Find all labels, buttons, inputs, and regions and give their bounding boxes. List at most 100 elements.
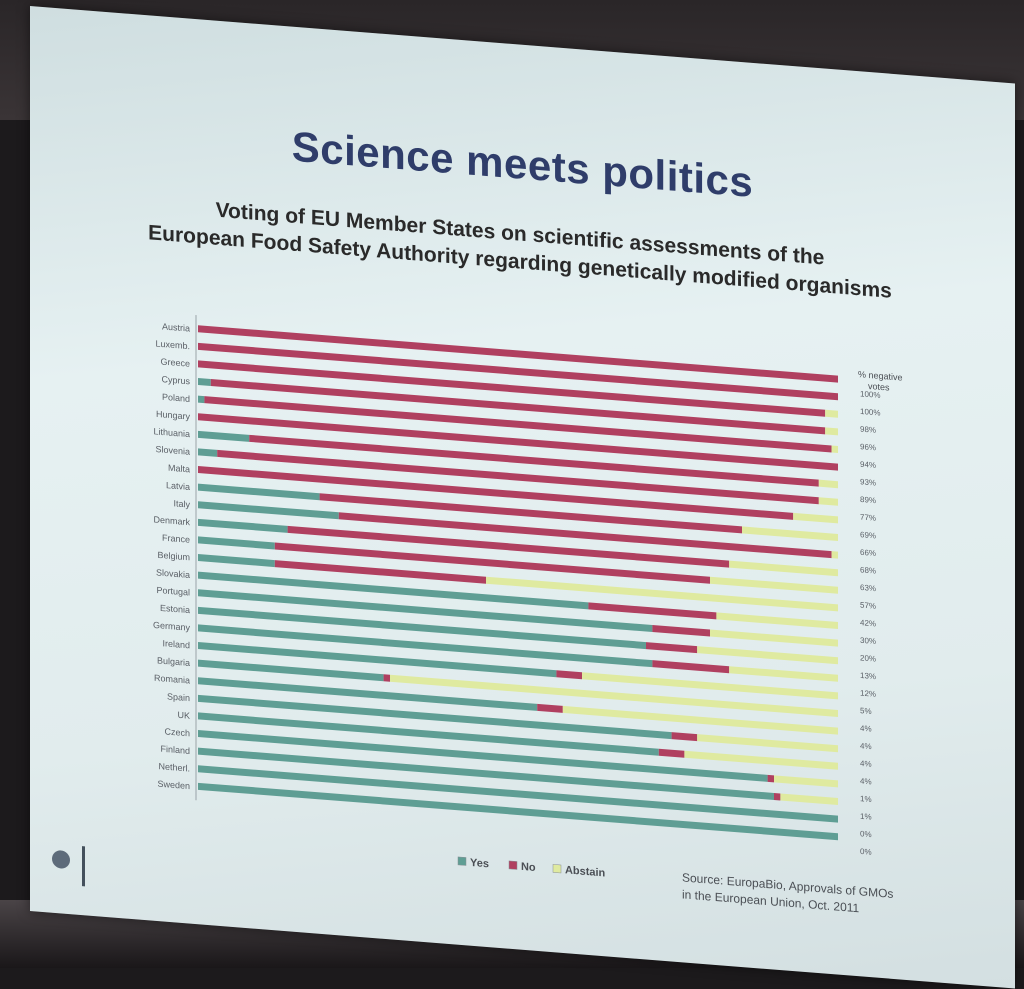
bar-segment-yes bbox=[198, 730, 768, 782]
country-label: Italy bbox=[174, 498, 191, 509]
bar-segment-yes bbox=[198, 712, 659, 756]
negative-vote-percent: 13% bbox=[860, 671, 876, 681]
bar-segment-yes bbox=[198, 694, 672, 740]
negative-vote-percent: 0% bbox=[860, 829, 872, 839]
bar-segment-no bbox=[383, 674, 391, 682]
negative-vote-percent: 42% bbox=[860, 618, 876, 628]
bar-segment-no bbox=[671, 732, 698, 742]
bar-segment-no bbox=[198, 413, 838, 471]
bar-segment-no bbox=[556, 670, 583, 680]
country-label: Belgium bbox=[158, 550, 190, 563]
bar-segment-yes bbox=[198, 395, 205, 404]
bar-segment-no bbox=[658, 748, 685, 758]
bar-segment-yes bbox=[198, 624, 653, 668]
bar-segment-abstain bbox=[486, 576, 838, 612]
bar-segment-no bbox=[319, 493, 742, 534]
bar-segment-abstain bbox=[780, 793, 839, 805]
negative-vote-percent: 94% bbox=[860, 460, 876, 470]
country-label: France bbox=[162, 533, 190, 545]
bar-segment-yes bbox=[198, 765, 838, 823]
projector-screen: Science meets politics Voting of EU Memb… bbox=[30, 6, 1015, 989]
country-label: Portugal bbox=[157, 585, 190, 598]
negative-vote-percent: 66% bbox=[860, 548, 876, 558]
bar-segment-abstain bbox=[390, 674, 838, 717]
bar-segment-no bbox=[338, 512, 832, 559]
negative-vote-percent: 4% bbox=[860, 741, 872, 751]
country-label: Slovenia bbox=[156, 444, 190, 457]
negative-vote-percent: 1% bbox=[860, 794, 872, 804]
country-label: Romania bbox=[154, 673, 190, 686]
bar-segment-yes bbox=[198, 747, 774, 800]
bar-segment-yes bbox=[198, 536, 275, 550]
bar-segment-abstain bbox=[562, 705, 838, 735]
country-label: Latvia bbox=[166, 480, 190, 492]
bar-segment-abstain bbox=[710, 629, 838, 647]
bar-segment-abstain bbox=[697, 646, 839, 665]
bar-segment-abstain bbox=[818, 497, 838, 506]
bar-segment-no bbox=[767, 774, 774, 783]
bar-segment-no bbox=[204, 396, 832, 453]
country-label: Greece bbox=[161, 356, 190, 368]
bar-segment-yes bbox=[198, 659, 384, 682]
bar-segment-abstain bbox=[818, 479, 838, 489]
legend-label-abstain: Abstain bbox=[565, 864, 606, 879]
bar-segment-abstain bbox=[710, 576, 838, 594]
bar-segment-abstain bbox=[729, 560, 839, 577]
logo-divider bbox=[82, 846, 85, 887]
country-label: Germany bbox=[153, 620, 190, 633]
bar-segment-no bbox=[274, 560, 486, 584]
negative-vote-percent: 0% bbox=[860, 847, 872, 857]
negative-vote-percent: 4% bbox=[860, 759, 872, 769]
negative-vote-percent: 100% bbox=[860, 389, 880, 400]
bar-segment-yes bbox=[198, 782, 838, 841]
bar-segment-no bbox=[652, 624, 711, 637]
country-label: Ireland bbox=[163, 638, 190, 650]
bar-segment-yes bbox=[198, 378, 211, 387]
bar-segment-no bbox=[588, 602, 717, 620]
bar-segment-no bbox=[287, 525, 730, 568]
negative-vote-percent: 69% bbox=[860, 530, 876, 540]
country-label: Bulgaria bbox=[157, 655, 190, 668]
bar-segment-yes bbox=[198, 483, 320, 501]
bar-segment-abstain bbox=[716, 612, 839, 629]
legend-label-no: No bbox=[521, 861, 536, 874]
bar-segment-no bbox=[652, 660, 730, 674]
country-label: Malta bbox=[168, 463, 190, 475]
bar-segment-yes bbox=[198, 677, 538, 711]
bar-segment-abstain bbox=[742, 526, 838, 541]
negative-vote-percent: 57% bbox=[860, 601, 876, 611]
negative-vote-percent: 4% bbox=[860, 777, 872, 787]
bar-segment-abstain bbox=[774, 775, 838, 788]
bar-segment-no bbox=[646, 642, 698, 654]
bar-segment-yes bbox=[198, 642, 557, 678]
organization-logo-icon bbox=[52, 849, 70, 870]
bar-segment-yes bbox=[198, 554, 275, 568]
bar-segment-no bbox=[198, 325, 838, 383]
bar-segment-yes bbox=[198, 501, 339, 520]
country-label: Czech bbox=[165, 726, 190, 738]
bar-segment-abstain bbox=[793, 512, 839, 524]
country-label: UK bbox=[178, 710, 190, 721]
bar-segment-no bbox=[198, 342, 838, 401]
country-label: Cyprus bbox=[162, 374, 191, 386]
bar-segment-abstain bbox=[582, 672, 838, 700]
negative-vote-percent: 30% bbox=[860, 636, 876, 646]
bar-segment-no bbox=[217, 449, 819, 505]
bar-segment-abstain bbox=[825, 427, 839, 436]
bar-segment-yes bbox=[198, 430, 250, 442]
negative-vote-percent: 96% bbox=[860, 442, 876, 452]
bar-segment-yes bbox=[198, 571, 589, 610]
negative-vote-percent: 20% bbox=[860, 653, 876, 663]
bar-segment-no bbox=[774, 792, 781, 801]
negative-vote-percent: 1% bbox=[860, 812, 872, 822]
country-label: Netherl. bbox=[159, 761, 190, 773]
bar-segment-yes bbox=[198, 589, 653, 632]
bar-segment-no bbox=[249, 434, 819, 487]
bar-segment-yes bbox=[198, 448, 218, 457]
legend-swatch-abstain bbox=[552, 864, 562, 874]
negative-vote-percent: 68% bbox=[860, 565, 876, 575]
bar-segment-abstain bbox=[825, 409, 839, 418]
negative-votes-header: % negative bbox=[858, 369, 902, 382]
bar-segment-abstain bbox=[831, 445, 838, 453]
